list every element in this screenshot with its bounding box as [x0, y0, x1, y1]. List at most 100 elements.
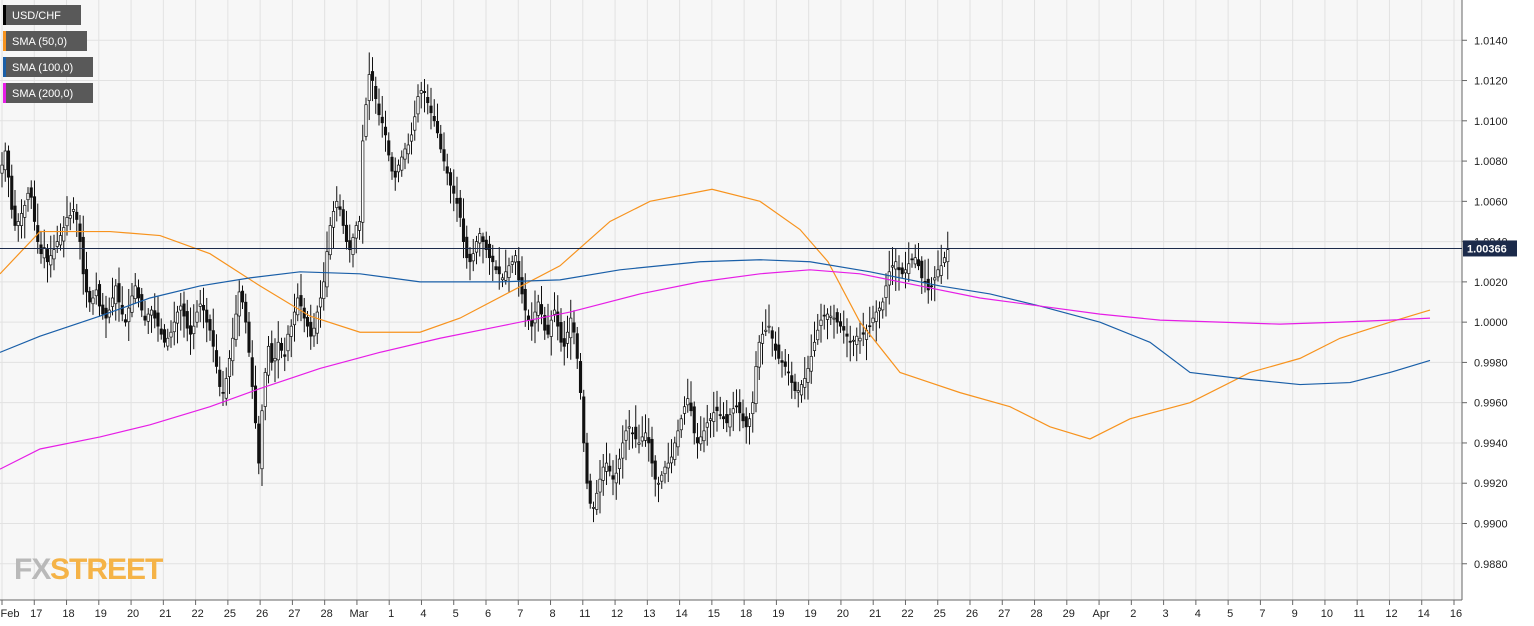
- x-tick-label: 6: [485, 608, 491, 620]
- candle-body-down: [578, 361, 583, 393]
- candle-body-up: [55, 241, 59, 247]
- candle: [692, 401, 696, 445]
- candle-body-down: [487, 243, 492, 259]
- legend-item[interactable]: SMA (50,0): [3, 31, 87, 51]
- candle: [201, 287, 206, 329]
- candle-body-down: [305, 316, 310, 327]
- candle-body-down: [208, 319, 212, 331]
- candle: [650, 426, 654, 477]
- candle: [751, 391, 755, 433]
- candle: [575, 326, 579, 369]
- plot-background: [0, 0, 1462, 600]
- candle-body-down: [383, 126, 388, 136]
- legend-item[interactable]: SMA (200,0): [3, 83, 93, 103]
- candle: [185, 299, 189, 342]
- candle: [669, 439, 674, 474]
- fxstreet-logo: FX STREET: [14, 553, 164, 586]
- x-tick-label: 5: [1227, 608, 1233, 620]
- candle: [370, 57, 375, 102]
- candle: [400, 150, 404, 177]
- candle: [855, 327, 859, 362]
- candle-body-up: [16, 221, 20, 226]
- candle: [257, 415, 261, 475]
- candle: [338, 194, 342, 217]
- candle-body-up: [757, 341, 761, 368]
- candle-body-up: [637, 442, 641, 445]
- candle: [312, 313, 316, 347]
- legend-item[interactable]: SMA (100,0): [3, 57, 93, 77]
- candle-body-down: [634, 426, 638, 440]
- candle: [920, 256, 924, 294]
- candle-body-down: [348, 240, 352, 251]
- candle-body-up: [231, 337, 235, 362]
- candle: [52, 234, 56, 271]
- candle-body-up: [832, 317, 836, 320]
- candle: [227, 350, 232, 395]
- candle: [617, 448, 622, 485]
- x-tick-label: 1: [388, 608, 394, 620]
- candle-body-down: [575, 333, 579, 359]
- candle-body-up: [273, 358, 277, 362]
- candle-body-down: [156, 312, 160, 327]
- x-tick-label: 10: [1321, 608, 1333, 620]
- candle-body-up: [471, 253, 475, 262]
- candle-body-down: [790, 375, 794, 383]
- candle: [29, 180, 33, 209]
- candle: [513, 249, 518, 276]
- candle: [783, 349, 787, 376]
- x-tick-label: 27: [288, 608, 300, 620]
- candle-body-down: [211, 330, 215, 347]
- candle-body-up: [65, 217, 69, 227]
- candle-body-up: [939, 265, 943, 276]
- candle-body-up: [513, 255, 518, 263]
- x-tick-label: 9: [1292, 608, 1298, 620]
- candle: [741, 399, 745, 429]
- candle-body-down: [929, 285, 934, 288]
- legend-swatch: [3, 83, 6, 103]
- candle-body-up: [357, 221, 362, 231]
- candle-body-up: [354, 225, 358, 239]
- y-tick-label: 0.9900: [1474, 518, 1508, 530]
- candle-body-up: [643, 432, 648, 441]
- candle-body-down: [452, 185, 456, 194]
- candle: [786, 353, 791, 386]
- candle-body-up: [747, 418, 752, 427]
- candle: [887, 250, 891, 305]
- candle: [718, 396, 722, 420]
- candle: [45, 243, 50, 283]
- candle: [88, 286, 92, 312]
- x-tick-label: 11: [579, 608, 590, 620]
- candle: [289, 319, 293, 358]
- candle-body-down: [897, 267, 901, 271]
- candle-body-up: [903, 269, 908, 274]
- candle: [588, 473, 592, 509]
- candle: [263, 367, 267, 421]
- candle: [562, 320, 566, 366]
- candle: [881, 297, 885, 319]
- candle-body-down: [123, 319, 128, 323]
- candle-body-up: [617, 458, 622, 470]
- candle: [439, 124, 443, 154]
- candle-body-up: [179, 305, 183, 311]
- candle: [595, 480, 599, 515]
- candle: [3, 142, 7, 182]
- candle: [676, 419, 680, 456]
- legend-swatch: [3, 57, 6, 77]
- candle: [708, 412, 713, 438]
- legend-item[interactable]: USD/CHF: [3, 5, 81, 25]
- candle: [0, 152, 4, 188]
- x-tick-label: 7: [1259, 608, 1265, 620]
- candle: [377, 88, 381, 126]
- candle-body-up: [94, 289, 98, 297]
- candle-body-down: [721, 416, 726, 420]
- candle: [910, 253, 914, 268]
- candle: [812, 321, 817, 357]
- candle-body-down: [374, 85, 378, 100]
- x-tick-label: 27: [998, 608, 1010, 620]
- candle-body-up: [536, 301, 540, 316]
- candle-body-up: [3, 150, 7, 171]
- candle: [393, 157, 397, 191]
- candle-body-up: [367, 74, 371, 101]
- candle-body-up: [292, 311, 297, 326]
